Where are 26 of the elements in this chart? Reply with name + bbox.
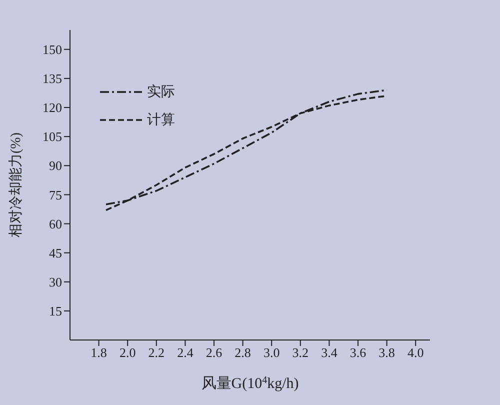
x-tick-label: 3.2	[292, 345, 309, 360]
x-tick-label: 4.0	[407, 345, 424, 360]
x-tick-label: 2.6	[206, 345, 223, 360]
y-tick-label: 105	[42, 129, 62, 144]
y-tick-label: 90	[49, 158, 62, 174]
y-tick-label: 120	[42, 100, 62, 116]
y-tick-label: 150	[42, 42, 62, 57]
legend-label: 实际	[147, 83, 175, 101]
x-tick-label: 3.4	[321, 345, 338, 360]
x-tick-label: 3.8	[378, 345, 395, 360]
y-tick-label: 135	[42, 71, 62, 86]
x-tick-label: 2.4	[177, 345, 194, 360]
x-axis-title: 风量G(10$^{4}$kg/h)	[201, 374, 299, 392]
x-tick-label: 1.8	[90, 345, 107, 360]
y-axis-title: 相对冷却能力(%)	[8, 132, 24, 238]
x-tick-label: 3.0	[263, 345, 280, 360]
x-tick-label: 2.8	[234, 345, 251, 360]
legend-label: 计算	[147, 111, 175, 129]
x-tick-label: 2.2	[148, 345, 165, 360]
y-tick-label: 45	[49, 245, 62, 260]
y-tick-label: 15	[49, 304, 62, 319]
y-tick-label: 30	[49, 274, 62, 290]
x-tick-label: 2.0	[119, 345, 136, 360]
y-tick-label: 75	[49, 187, 62, 202]
x-tick-label: 3.6	[350, 345, 367, 360]
y-tick-label: 60	[49, 216, 62, 232]
